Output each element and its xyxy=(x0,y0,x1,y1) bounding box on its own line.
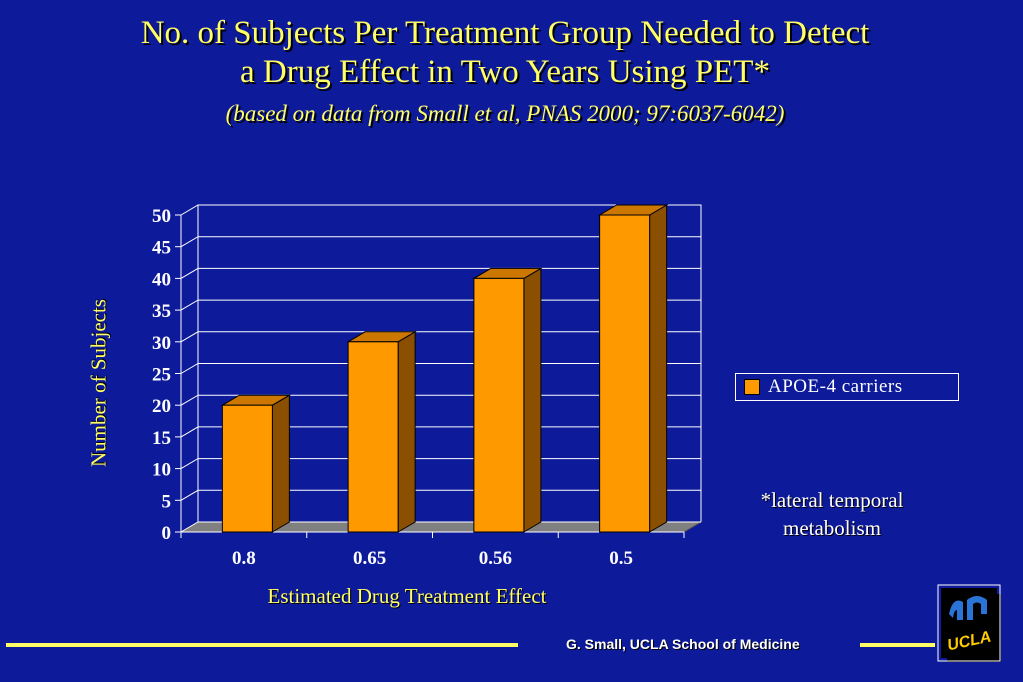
bar-side xyxy=(397,330,416,533)
y-tick-label: 45 xyxy=(152,238,171,259)
y-tick-label: 20 xyxy=(152,396,171,417)
chart-subtitle: (based on data from Small et al, PNAS 20… xyxy=(225,101,785,126)
ucla-logo: UCLA xyxy=(937,584,1001,662)
footnote-line-2: metabolism xyxy=(783,516,881,540)
footer-credit: G. Small, UCLA School of Medicine xyxy=(566,636,800,652)
bar xyxy=(473,277,525,533)
y-tick-label: 15 xyxy=(152,428,171,449)
bar-side xyxy=(523,267,542,533)
legend-label: APOE-4 carriers xyxy=(768,376,903,397)
x-tick-label: 0.5 xyxy=(609,548,633,569)
chart-title: No. of Subjects Per Treatment Group Need… xyxy=(0,14,1010,92)
footnote: *lateral temporal metabolism xyxy=(735,486,929,542)
bar-side xyxy=(649,204,668,533)
x-axis-label: Estimated Drug Treatment Effect xyxy=(267,584,547,608)
y-tick-label: 0 xyxy=(162,523,172,544)
footnote-line-1: *lateral temporal xyxy=(760,488,904,512)
x-tick-label: 0.8 xyxy=(232,548,256,569)
bar xyxy=(221,404,273,533)
y-tick-label: 10 xyxy=(152,460,171,481)
x-tick-label: 0.56 xyxy=(479,548,512,569)
y-tick-label: 50 xyxy=(152,206,171,227)
footer-rule-right xyxy=(860,643,935,647)
title-line-2: a Drug Effect in Two Years Using PET* xyxy=(240,54,770,90)
gridline xyxy=(180,236,701,248)
legend-swatch xyxy=(744,379,760,395)
y-tick-label: 35 xyxy=(152,301,171,322)
bar-side xyxy=(271,394,290,533)
x-tick-label: 0.65 xyxy=(353,548,386,569)
y-tick-label: 5 xyxy=(162,491,172,512)
y-tick-label: 30 xyxy=(152,333,171,354)
y-tick-label: 25 xyxy=(152,365,171,386)
legend: APOE-4 carriers xyxy=(735,373,959,401)
title-line-1: No. of Subjects Per Treatment Group Need… xyxy=(140,15,870,51)
bar xyxy=(347,341,399,533)
y-tick-label: 40 xyxy=(152,269,171,290)
bar xyxy=(599,214,651,533)
footer-rule-left xyxy=(6,643,518,647)
gridline xyxy=(180,204,701,216)
y-axis-label: Number of Subjects xyxy=(86,299,111,467)
